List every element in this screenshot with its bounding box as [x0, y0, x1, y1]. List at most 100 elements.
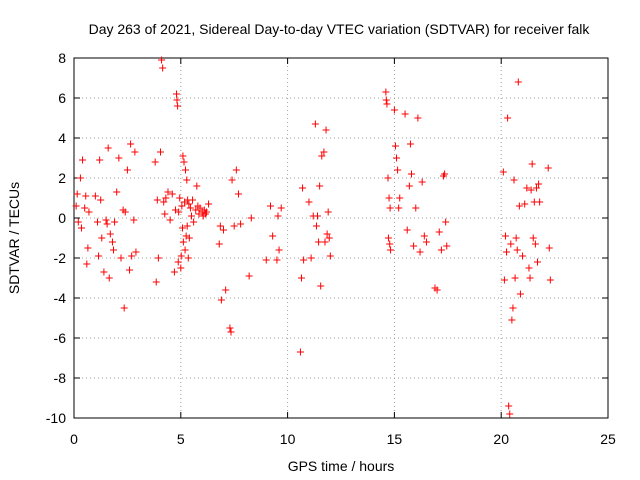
data-point: [394, 166, 402, 174]
data-point: [177, 264, 185, 272]
data-point: [407, 170, 415, 178]
data-point: [269, 232, 277, 240]
data-point: [316, 182, 324, 190]
data-point: [161, 210, 169, 218]
data-point: [185, 234, 193, 242]
data-point: [441, 170, 449, 178]
data-point: [176, 194, 184, 202]
data-point: [386, 240, 394, 248]
data-point: [131, 148, 139, 156]
data-point: [510, 176, 518, 184]
data-point: [521, 200, 529, 208]
data-point: [73, 190, 81, 198]
data-point: [262, 256, 270, 264]
x-tick-label: 5: [177, 431, 185, 447]
data-point: [544, 164, 552, 172]
data-point: [504, 114, 512, 122]
data-point: [312, 222, 320, 230]
data-point: [508, 316, 516, 324]
data-point: [164, 188, 172, 196]
data-point: [174, 102, 182, 110]
data-point: [185, 200, 193, 208]
data-point: [91, 192, 99, 200]
data-point: [531, 240, 539, 248]
data-point: [247, 214, 255, 222]
data-point: [158, 56, 166, 64]
data-point: [183, 176, 191, 184]
data-point: [299, 184, 307, 192]
data-point: [401, 110, 409, 118]
data-point: [232, 166, 240, 174]
data-point: [153, 196, 161, 204]
y-axis-label: SDTVAR / TECUs: [6, 182, 22, 294]
data-point: [245, 272, 253, 280]
data-point: [315, 238, 323, 246]
data-point: [503, 248, 511, 256]
data-point: [84, 244, 92, 252]
data-point: [183, 222, 191, 230]
data-point: [519, 252, 527, 260]
data-point: [317, 282, 325, 290]
data-point: [157, 148, 165, 156]
data-point: [277, 204, 285, 212]
data-point: [234, 190, 242, 198]
chart-title: Day 263 of 2021, Sidereal Day-to-day VTE…: [89, 21, 591, 37]
data-point: [325, 234, 333, 242]
data-point: [160, 198, 168, 206]
data-point: [318, 152, 326, 160]
data-point: [104, 144, 112, 152]
data-point: [216, 222, 224, 230]
data-point: [384, 234, 392, 242]
data-point: [81, 204, 89, 212]
data-point: [173, 90, 181, 98]
data-point: [189, 196, 197, 204]
data-point: [527, 186, 535, 194]
y-tick-label: -6: [54, 330, 67, 346]
data-point: [523, 184, 531, 192]
data-point: [82, 192, 90, 200]
axis-ticks: 0 5 10 15 20 25 -10 -8 -6 -4 -2 0 2 4 6 8: [46, 50, 616, 447]
y-tick-label: 4: [58, 130, 66, 146]
data-point: [102, 216, 110, 224]
data-point: [513, 246, 521, 254]
data-point: [128, 252, 136, 260]
data-point: [422, 238, 430, 246]
data-point: [113, 188, 121, 196]
data-point: [311, 120, 319, 128]
data-point: [501, 232, 509, 240]
data-point: [536, 198, 544, 206]
data-point: [237, 220, 245, 228]
data-point: [396, 194, 404, 202]
data-point: [97, 196, 105, 204]
x-tick-label: 20: [493, 431, 509, 447]
data-point: [300, 256, 308, 264]
data-point: [442, 218, 450, 226]
data-point: [192, 206, 200, 214]
data-point: [174, 258, 182, 266]
data-point: [121, 208, 129, 216]
data-points: [72, 56, 554, 418]
data-point: [387, 246, 395, 254]
data-point: [382, 96, 390, 104]
data-point: [382, 88, 390, 96]
data-point: [111, 218, 119, 226]
data-point: [525, 264, 533, 272]
data-point: [412, 204, 420, 212]
data-point: [403, 226, 411, 234]
x-tick-label: 0: [70, 431, 78, 447]
data-point: [159, 64, 167, 72]
data-point: [406, 140, 414, 148]
x-tick-label: 10: [280, 431, 296, 447]
data-point: [100, 268, 108, 276]
y-tick-label: -8: [54, 370, 67, 386]
data-point: [166, 216, 174, 224]
data-point: [186, 204, 194, 212]
data-point: [105, 274, 113, 282]
data-point: [416, 248, 424, 256]
data-point: [320, 148, 328, 156]
data-point: [267, 202, 275, 210]
data-point: [154, 254, 162, 262]
data-point: [509, 304, 517, 312]
plot-frame: [73, 57, 609, 419]
